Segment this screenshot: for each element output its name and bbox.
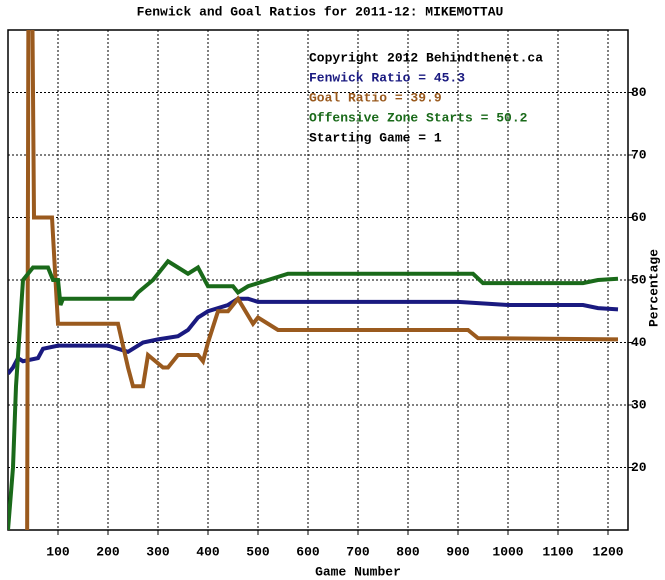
x-tick-label: 1100 xyxy=(542,544,573,559)
series-line xyxy=(8,258,619,530)
x-tick-label: 300 xyxy=(146,544,170,559)
x-tick-label: 800 xyxy=(396,544,420,559)
annotation: Goal Ratio = 39.9 xyxy=(309,90,442,105)
y-tick-label: 80 xyxy=(631,85,647,100)
x-axis-label: Game Number xyxy=(315,564,401,579)
x-tick-label: 400 xyxy=(196,544,220,559)
x-tick-label: 900 xyxy=(446,544,470,559)
x-tick-label: 100 xyxy=(46,544,70,559)
series-line xyxy=(8,296,619,375)
annotation: Starting Game = 1 xyxy=(309,130,442,145)
annotation: Offensive Zone Starts = 50.2 xyxy=(309,110,528,125)
annotation: Copyright 2012 Behindthenet.ca xyxy=(309,50,543,65)
x-tick-label: 600 xyxy=(296,544,320,559)
annotation: Fenwick Ratio = 45.3 xyxy=(309,70,465,85)
chart-title: Fenwick and Goal Ratios for 2011-12: MIK… xyxy=(137,4,504,19)
y-tick-label: 70 xyxy=(631,147,647,162)
y-tick-label: 30 xyxy=(631,397,647,412)
y-tick-label: 40 xyxy=(631,335,647,350)
y-axis-label: Percentage xyxy=(646,249,661,327)
plot-frame xyxy=(7,29,629,531)
y-tick-label: 20 xyxy=(631,460,647,475)
series-line xyxy=(25,30,619,530)
y-tick-label: 50 xyxy=(631,272,647,287)
x-tick-label: 1200 xyxy=(592,544,623,559)
x-tick-label: 700 xyxy=(346,544,370,559)
x-tick-label: 500 xyxy=(246,544,270,559)
y-tick-label: 60 xyxy=(631,210,647,225)
plot-area xyxy=(8,30,619,530)
x-tick-label: 200 xyxy=(96,544,120,559)
x-tick-label: 1000 xyxy=(492,544,523,559)
